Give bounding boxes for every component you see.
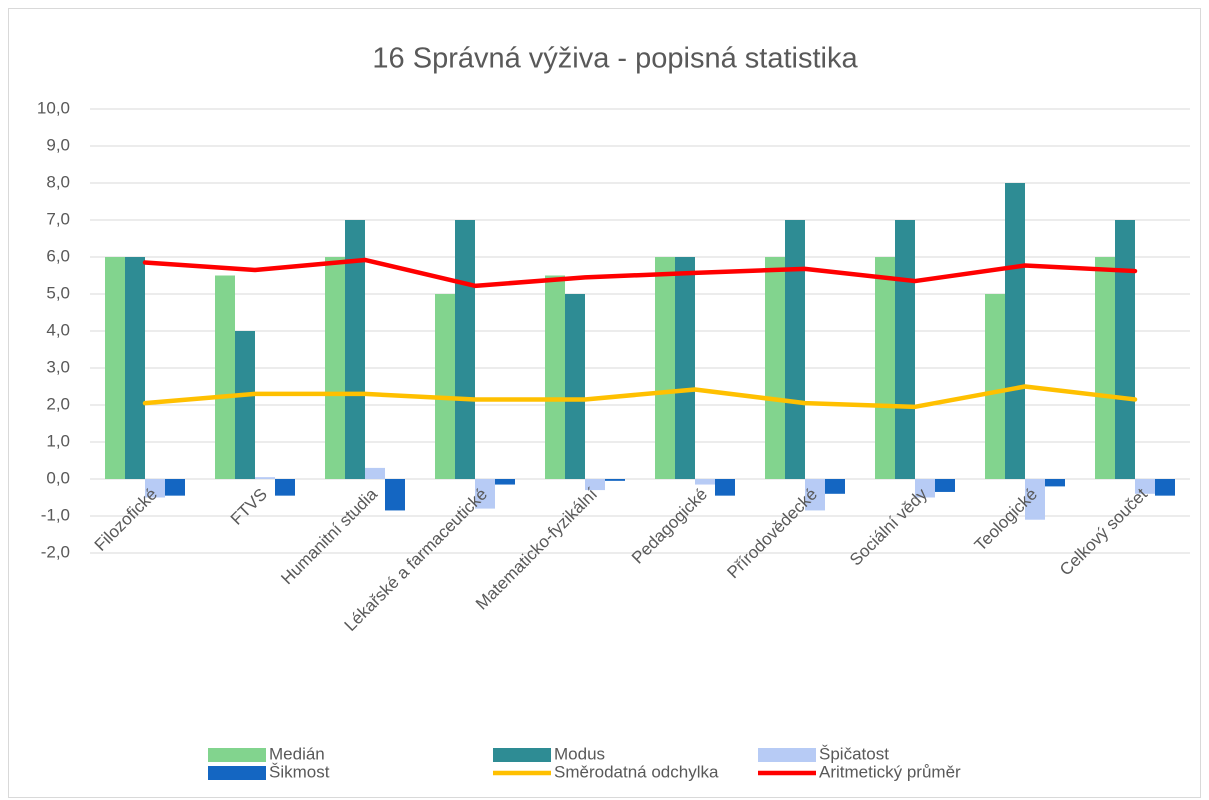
y-tick-label: 10,0: [37, 98, 70, 117]
bar: [585, 479, 605, 491]
legend-label: Směrodatná odchylka: [554, 762, 719, 781]
bar: [345, 220, 365, 479]
y-tick-label: 7,0: [46, 209, 70, 228]
bar: [495, 479, 515, 485]
legend-label: Špičatost: [819, 744, 889, 763]
bar: [1095, 257, 1115, 479]
legend-swatch: [208, 748, 266, 762]
bar: [275, 479, 295, 496]
legend-label: Medián: [269, 744, 325, 763]
y-tick-label: 3,0: [46, 357, 70, 376]
bar: [765, 257, 785, 479]
y-tick-label: 2,0: [46, 394, 70, 413]
bar: [235, 331, 255, 479]
line: [142, 384, 1138, 410]
bar: [695, 479, 715, 485]
y-tick-label: 4,0: [46, 320, 70, 339]
bar: [655, 257, 675, 479]
legend-swatch: [493, 748, 551, 762]
bar: [145, 479, 165, 498]
legend-swatch: [758, 748, 816, 762]
bar: [875, 257, 895, 479]
legend-swatch: [208, 766, 266, 780]
bar: [1135, 479, 1155, 494]
bar: [1005, 183, 1025, 479]
legend-label: Aritmetický průměr: [819, 762, 961, 781]
bar: [435, 294, 455, 479]
bar: [715, 479, 735, 496]
bar: [385, 479, 405, 511]
bar: [215, 275, 235, 479]
bar: [825, 479, 845, 494]
bar: [255, 477, 275, 479]
bar: [1025, 479, 1045, 520]
bar: [785, 220, 805, 479]
y-tick-label: 5,0: [46, 283, 70, 302]
bar: [805, 479, 825, 511]
y-tick-label: 6,0: [46, 246, 70, 265]
bar: [475, 479, 495, 509]
bar: [1045, 479, 1065, 487]
bar: [565, 294, 585, 479]
bar: [605, 479, 625, 481]
line: [142, 257, 1138, 289]
bar: [915, 479, 935, 498]
bar: [125, 257, 145, 479]
bar: [935, 479, 955, 492]
bar: [895, 220, 915, 479]
bar: [675, 257, 695, 479]
bar: [325, 257, 345, 479]
y-tick-label: -1,0: [41, 505, 70, 524]
bar: [1155, 479, 1175, 496]
bar: [165, 479, 185, 496]
bar: [985, 294, 1005, 479]
y-tick-label: -2,0: [41, 542, 70, 561]
bar: [105, 257, 125, 479]
y-tick-label: 0,0: [46, 468, 70, 487]
chart-title: 16 Správná výživa - popisná statistika: [372, 43, 858, 75]
bar: [1115, 220, 1135, 479]
legend-label: Modus: [554, 744, 605, 763]
y-tick-label: 1,0: [46, 431, 70, 450]
y-tick-label: 9,0: [46, 135, 70, 154]
bar: [455, 220, 475, 479]
bar: [365, 467, 385, 479]
legend-label: Šikmost: [269, 762, 330, 781]
y-tick-label: 8,0: [46, 172, 70, 191]
bar: [545, 275, 565, 479]
